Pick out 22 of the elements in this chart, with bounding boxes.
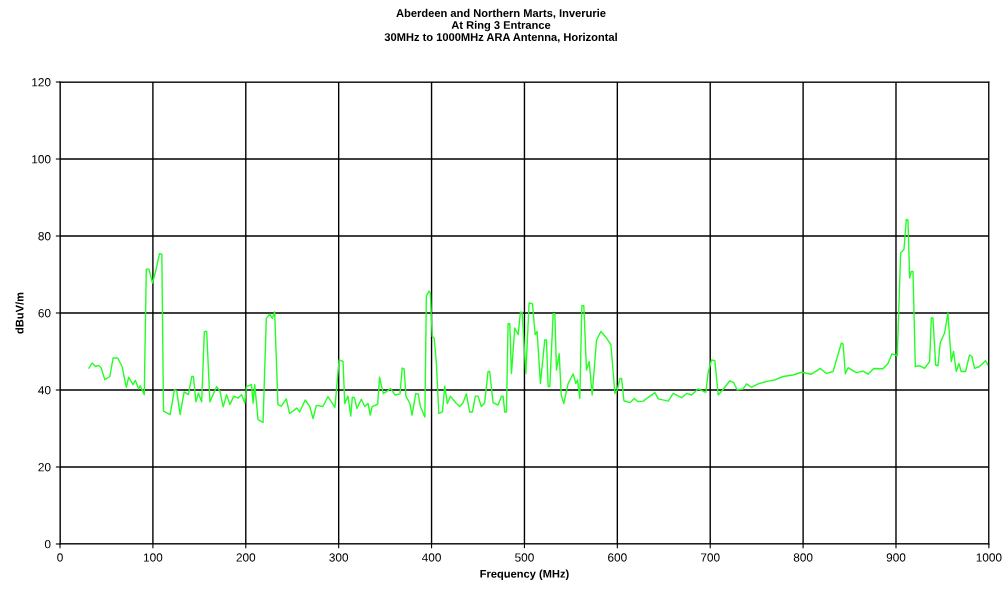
y-axis-title: dBuV/m — [15, 292, 24, 334]
x-tick-label: 100 — [143, 553, 163, 562]
y-tick-label: 40 — [38, 386, 51, 395]
y-tick-label: 100 — [32, 155, 51, 164]
chart-title: Aberdeen and Northern Marts, Inverurie At Ring 3 Entrance 30MHz to 1000MHz ARA Antenna, Horizontal — [384, 8, 617, 43]
y-tick-label: 60 — [38, 309, 51, 318]
x-tick-label: 300 — [329, 553, 349, 562]
y-tick-label: 80 — [38, 232, 51, 241]
x-axis-title: Frequency (MHz) — [480, 569, 569, 580]
x-tick-label: 900 — [886, 553, 906, 562]
line-series — [88, 218, 989, 424]
x-tick-label: 800 — [793, 553, 813, 562]
x-tick-label: 500 — [515, 553, 534, 562]
x-tick-label: 200 — [236, 553, 256, 562]
x-tick-label: 0 — [57, 553, 63, 562]
y-tick-label: 20 — [38, 463, 51, 472]
x-tick-label: 600 — [608, 553, 627, 562]
y-tick-label: 120 — [32, 78, 51, 87]
y-tick-label: 0 — [44, 540, 51, 549]
x-tick-label: 700 — [700, 553, 720, 562]
x-tick-label: 1000 — [976, 553, 1002, 562]
x-tick-label: 400 — [421, 553, 441, 562]
